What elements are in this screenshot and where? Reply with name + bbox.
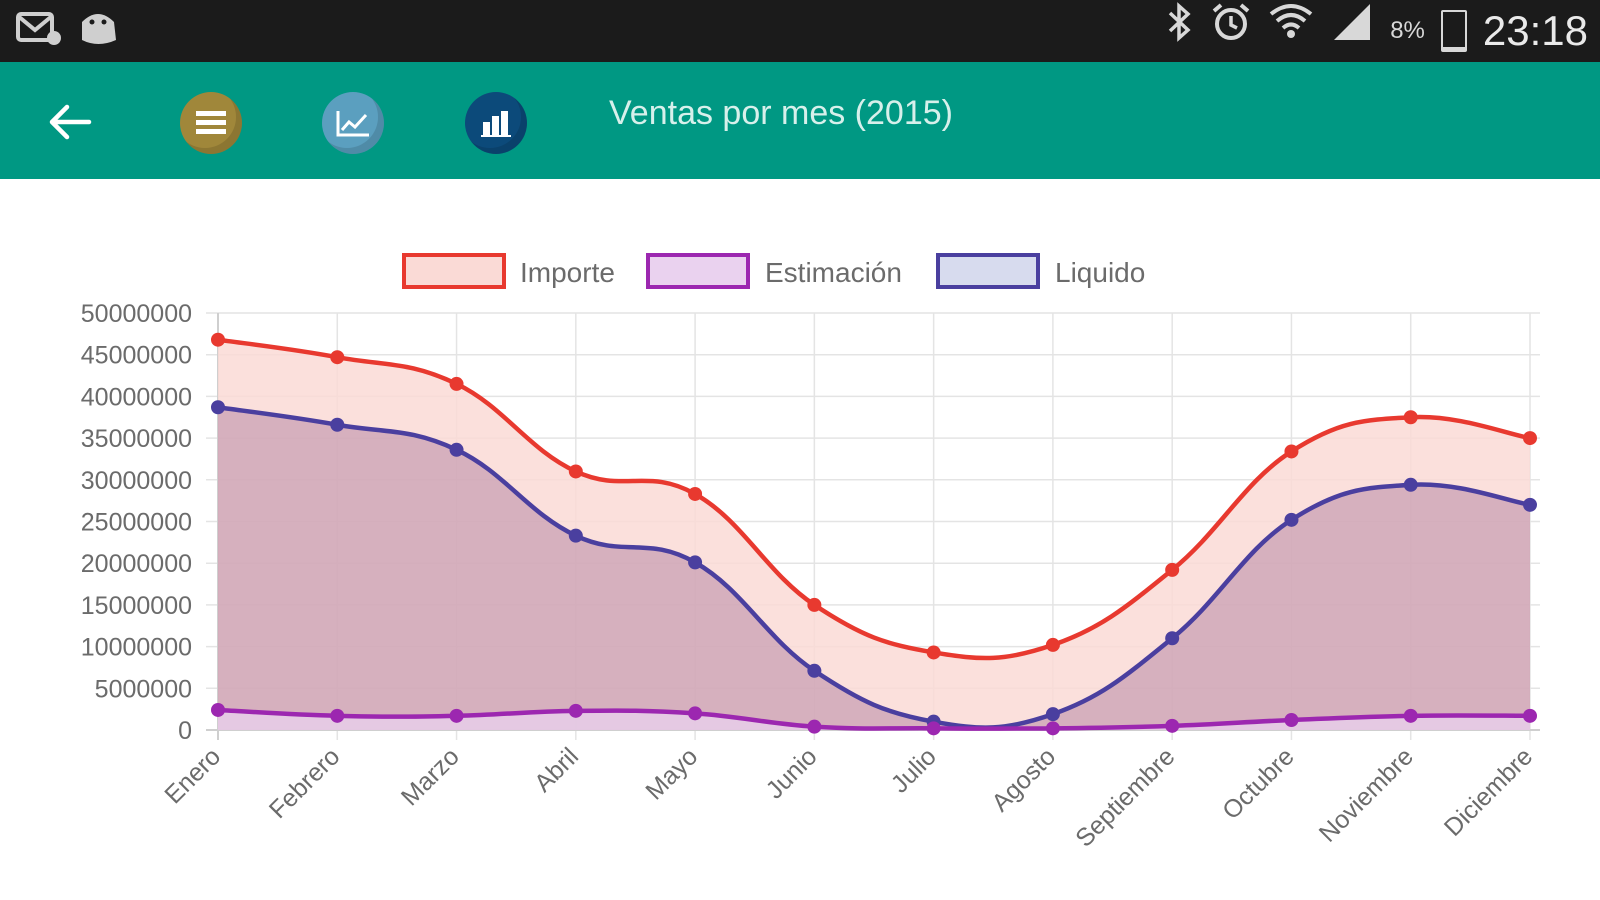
- chart-points: [211, 332, 1537, 736]
- point-importe[interactable]: [211, 332, 225, 347]
- legend-swatch-importe[interactable]: [402, 253, 506, 289]
- point-estimación[interactable]: [449, 708, 464, 723]
- android-icon: [76, 8, 120, 57]
- point-liquido[interactable]: [449, 442, 464, 457]
- point-importe[interactable]: [1045, 637, 1060, 652]
- x-tick-label: Marzo: [396, 742, 465, 811]
- line-chart-icon: [336, 111, 369, 137]
- point-estimación[interactable]: [688, 706, 703, 721]
- x-axis: Enero Febrero Marzo Abril Mayo Junio Julio Agos…: [159, 742, 1538, 852]
- y-tick-label: 10000000: [81, 634, 192, 662]
- y-tick-label: 40000000: [81, 383, 192, 411]
- line-chart-button[interactable]: [322, 92, 384, 154]
- x-tick-label: Agosto: [986, 742, 1061, 817]
- x-tick-label: Mayo: [640, 742, 703, 805]
- x-tick-label: Diciembre: [1439, 742, 1538, 841]
- point-estimación[interactable]: [211, 702, 225, 717]
- point-importe[interactable]: [926, 645, 941, 660]
- point-importe[interactable]: [1403, 410, 1418, 425]
- line-estimación: [217, 707, 1531, 731]
- mail-icon: [16, 8, 62, 57]
- x-tick-label: Octubre: [1217, 742, 1300, 825]
- y-tick-label: 25000000: [81, 509, 192, 537]
- point-liquido[interactable]: [330, 417, 345, 432]
- point-importe[interactable]: [1165, 562, 1180, 577]
- bluetooth-icon: [1164, 0, 1194, 62]
- point-importe[interactable]: [330, 350, 345, 365]
- point-liquido[interactable]: [688, 555, 703, 570]
- chart-legend: Importe Estimación Liquido: [402, 253, 1145, 289]
- point-liquido[interactable]: [1045, 707, 1060, 722]
- alarm-icon: [1210, 0, 1252, 62]
- point-liquido[interactable]: [211, 400, 225, 415]
- point-estimación[interactable]: [807, 719, 822, 734]
- legend-label[interactable]: Liquido: [1055, 257, 1145, 288]
- battery-icon: [1440, 10, 1467, 52]
- bar-chart-icon: [481, 111, 511, 137]
- point-liquido[interactable]: [1403, 477, 1418, 492]
- bar-chart-button[interactable]: [465, 92, 527, 154]
- status-bar: 8% 23:18: [0, 0, 1600, 62]
- legend-label[interactable]: Estimación: [765, 257, 902, 288]
- point-importe[interactable]: [807, 597, 822, 612]
- wifi-icon: [1268, 0, 1314, 62]
- x-tick-label: Junio: [761, 742, 823, 804]
- legend-label[interactable]: Importe: [520, 257, 615, 288]
- point-liquido[interactable]: [1284, 512, 1299, 527]
- point-estimación[interactable]: [1523, 708, 1537, 723]
- sales-chart: Importe Estimación Liquido 500000004500000…: [81, 253, 1540, 853]
- point-liquido[interactable]: [568, 528, 583, 543]
- point-importe[interactable]: [568, 464, 583, 479]
- x-tick-label: Noviembre: [1314, 742, 1419, 847]
- y-tick-label: 35000000: [81, 425, 192, 453]
- point-estimación[interactable]: [1165, 718, 1180, 733]
- point-estimación[interactable]: [1045, 721, 1060, 736]
- point-importe[interactable]: [1523, 431, 1537, 446]
- x-tick-label: Septiembre: [1070, 742, 1180, 852]
- list-icon: [196, 111, 226, 134]
- legend-swatch-estimación[interactable]: [646, 253, 750, 289]
- point-importe[interactable]: [1284, 444, 1299, 459]
- point-estimación[interactable]: [330, 708, 345, 723]
- point-liquido[interactable]: [807, 663, 822, 678]
- y-tick-label: 45000000: [81, 342, 192, 370]
- app-bar: [0, 62, 1600, 179]
- page-title: Ventas por mes (2015): [609, 94, 953, 132]
- clock: 23:18: [1482, 7, 1588, 54]
- battery-percent: 8%: [1390, 17, 1425, 44]
- back-button[interactable]: [40, 92, 100, 152]
- x-tick-label: Enero: [159, 742, 226, 809]
- legend-swatch-liquido[interactable]: [936, 253, 1040, 289]
- signal-icon: [1330, 0, 1374, 62]
- point-estimación[interactable]: [568, 703, 583, 718]
- point-estimación[interactable]: [926, 721, 941, 736]
- y-tick-label: 15000000: [81, 592, 192, 620]
- y-tick-label: 20000000: [81, 550, 192, 578]
- y-tick-label: 5000000: [95, 675, 192, 703]
- point-liquido[interactable]: [1165, 631, 1180, 646]
- point-liquido[interactable]: [1523, 497, 1537, 512]
- point-importe[interactable]: [688, 486, 703, 501]
- x-tick-label: Julio: [886, 742, 942, 798]
- y-tick-label: 0: [178, 717, 192, 745]
- x-tick-label: Abril: [529, 742, 584, 797]
- point-importe[interactable]: [449, 376, 464, 391]
- point-estimación[interactable]: [1403, 708, 1418, 723]
- chart-areas: [218, 339, 1530, 730]
- list-view-button[interactable]: [180, 92, 242, 154]
- y-tick-label: 50000000: [81, 300, 192, 328]
- arrow-left-icon: [49, 104, 92, 140]
- y-tick-label: 30000000: [81, 467, 192, 495]
- y-axis: 5000000045000000400000003500000030000000…: [81, 300, 192, 745]
- area-liquido: [218, 407, 1530, 730]
- x-tick-label: Febrero: [264, 742, 346, 824]
- point-estimación[interactable]: [1284, 712, 1299, 727]
